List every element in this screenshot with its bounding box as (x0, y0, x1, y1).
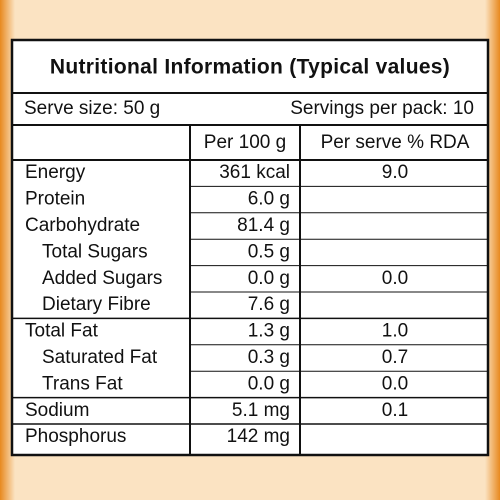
nutrient-name: Carbohydrate (25, 215, 140, 236)
nutrient-name: Trans Fat (42, 373, 123, 394)
per-100g-value: 0.5 g (248, 241, 290, 262)
nutrient-name: Energy (25, 162, 86, 183)
rda-value: 0.0 (382, 268, 408, 289)
rda-value: 0.0 (382, 373, 408, 394)
per-100g-value: 7.6 g (248, 294, 290, 315)
title: Nutritional Information (Typical values) (50, 56, 450, 79)
per-100g-value: 1.3 g (248, 321, 290, 342)
table-border (10, 38, 490, 457)
column-header: Per serve % RDA (321, 132, 470, 153)
nutrient-name: Phosphorus (25, 426, 126, 447)
nutrient-name: Total Sugars (42, 241, 148, 262)
per-100g-value: 361 kcal (219, 162, 290, 183)
per-100g-value: 0.3 g (248, 347, 290, 368)
nutrient-name: Dietary Fibre (42, 294, 151, 315)
rda-value: 0.1 (382, 400, 408, 421)
nutrient-name: Total Fat (25, 321, 99, 342)
nutrient-name: Sodium (25, 400, 89, 421)
rda-value: 1.0 (382, 321, 408, 342)
per-100g-value: 0.0 g (248, 268, 290, 289)
servings: Servings per pack: 10 (290, 98, 474, 119)
nutrient-name: Added Sugars (42, 268, 162, 289)
per-100g-value: 0.0 g (248, 373, 290, 394)
nutrient-name: Protein (25, 189, 85, 210)
serve-size: Serve size: 50 g (24, 98, 160, 119)
per-100g-value: 6.0 g (248, 189, 290, 210)
per-100g-value: 81.4 g (237, 215, 290, 236)
nutrient-name: Saturated Fat (42, 347, 158, 368)
per-100g-value: 142 mg (227, 426, 290, 447)
rda-value: 9.0 (382, 162, 408, 183)
column-header: Per 100 g (204, 132, 286, 153)
rda-value: 0.7 (382, 347, 408, 368)
per-100g-value: 5.1 mg (232, 400, 290, 421)
